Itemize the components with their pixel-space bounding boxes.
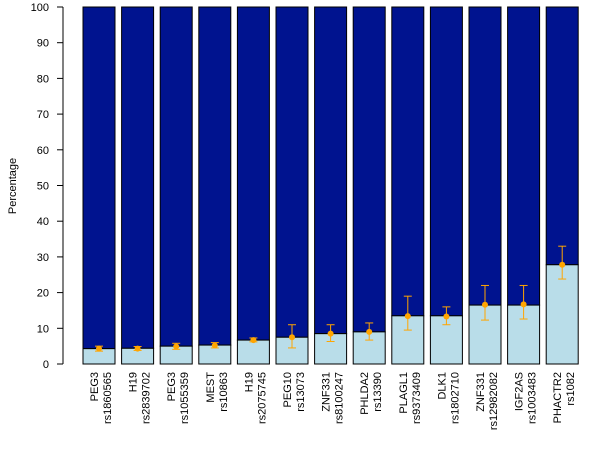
y-tick-label: 50 [37,181,49,193]
mean-point-11 [520,301,527,308]
x-label-gene-8: PLAGL1 [398,372,410,414]
mean-point-5 [289,334,295,341]
y-tick-label: 40 [37,216,49,228]
x-label-gene-9: DLK1 [436,372,448,400]
x-label-snp-10: rs12982082 [488,372,500,430]
mean-point-3 [211,342,218,349]
mean-point-1 [134,345,141,352]
bar-lower-12 [545,264,579,365]
mean-point-9 [443,313,450,320]
mean-point-0 [96,345,102,352]
mean-point-10 [482,301,488,308]
x-label-snp-12: rs1082 [565,372,577,406]
x-label-snp-6: rs8100247 [334,372,346,424]
bar-upper-7 [352,6,386,333]
bar-upper-8 [391,6,425,317]
x-label-snp-7: rs13390 [372,372,384,412]
bar-upper-12 [545,6,579,266]
x-label-gene-2: PEG3 [166,372,178,401]
x-label-snp-5: rs13073 [295,372,307,412]
x-label-gene-11: IGF2AS [514,372,526,411]
x-label-gene-12: PHACTR2 [552,372,564,423]
bar-upper-3 [198,6,232,346]
x-label-snp-2: rs1055359 [179,372,191,424]
mean-point-4 [250,337,257,344]
x-label-snp-9: rs1802710 [449,372,461,424]
bar-lower-4 [236,339,270,365]
x-label-snp-1: rs2839702 [141,372,153,424]
bars-group [82,6,579,365]
bar-upper-10 [468,6,502,306]
errorbars-group [95,245,567,352]
mean-point-6 [327,330,334,337]
bar-upper-2 [159,6,193,347]
x-label-gene-7: PHLDA2 [359,372,371,415]
y-tick-label: 80 [37,73,49,85]
x-label-snp-4: rs2075745 [256,372,268,424]
y-tick-label: 100 [31,2,49,14]
x-label-gene-1: H19 [128,372,140,392]
x-axis-labels: PEG3 rs1860565 H19 rs2839702 PEG3 rs1055359 ME… [89,372,577,430]
mean-point-7 [366,328,373,335]
y-tick-label: 20 [37,288,49,300]
x-label-gene-5: PEG10 [282,372,294,407]
bar-upper-6 [314,6,348,335]
points-group [96,261,566,352]
x-label-gene-0: PEG3 [89,372,101,401]
y-axis-title: Percentage [7,158,19,214]
y-tick-label: 90 [37,38,49,50]
y-tick-label: 60 [37,145,49,157]
bar-upper-5 [275,6,309,338]
x-label-snp-0: rs1860565 [102,372,114,424]
x-label-gene-3: MEST [205,372,217,403]
bar-upper-4 [236,6,270,341]
y-tick-label: 70 [37,109,49,121]
x-label-snp-8: rs9373409 [411,372,423,424]
mean-point-2 [173,343,180,350]
bar-upper-1 [121,6,155,349]
mean-point-8 [404,313,411,320]
x-label-snp-3: rs10863 [218,372,230,412]
y-tick-label: 0 [43,359,49,371]
y-axis: 0 10 20 30 40 50 60 70 80 90 100 [31,2,64,371]
x-label-gene-6: ZNF331 [321,372,333,412]
bar-upper-9 [429,6,463,317]
bar-upper-0 [82,6,116,350]
y-tick-label: 30 [37,252,49,264]
mean-point-12 [559,261,566,268]
bar-upper-11 [507,6,541,306]
y-tick-label: 10 [37,323,49,335]
x-label-gene-4: H19 [243,372,255,392]
x-label-gene-10: ZNF331 [475,372,487,412]
x-label-snp-11: rs1003483 [527,372,539,424]
